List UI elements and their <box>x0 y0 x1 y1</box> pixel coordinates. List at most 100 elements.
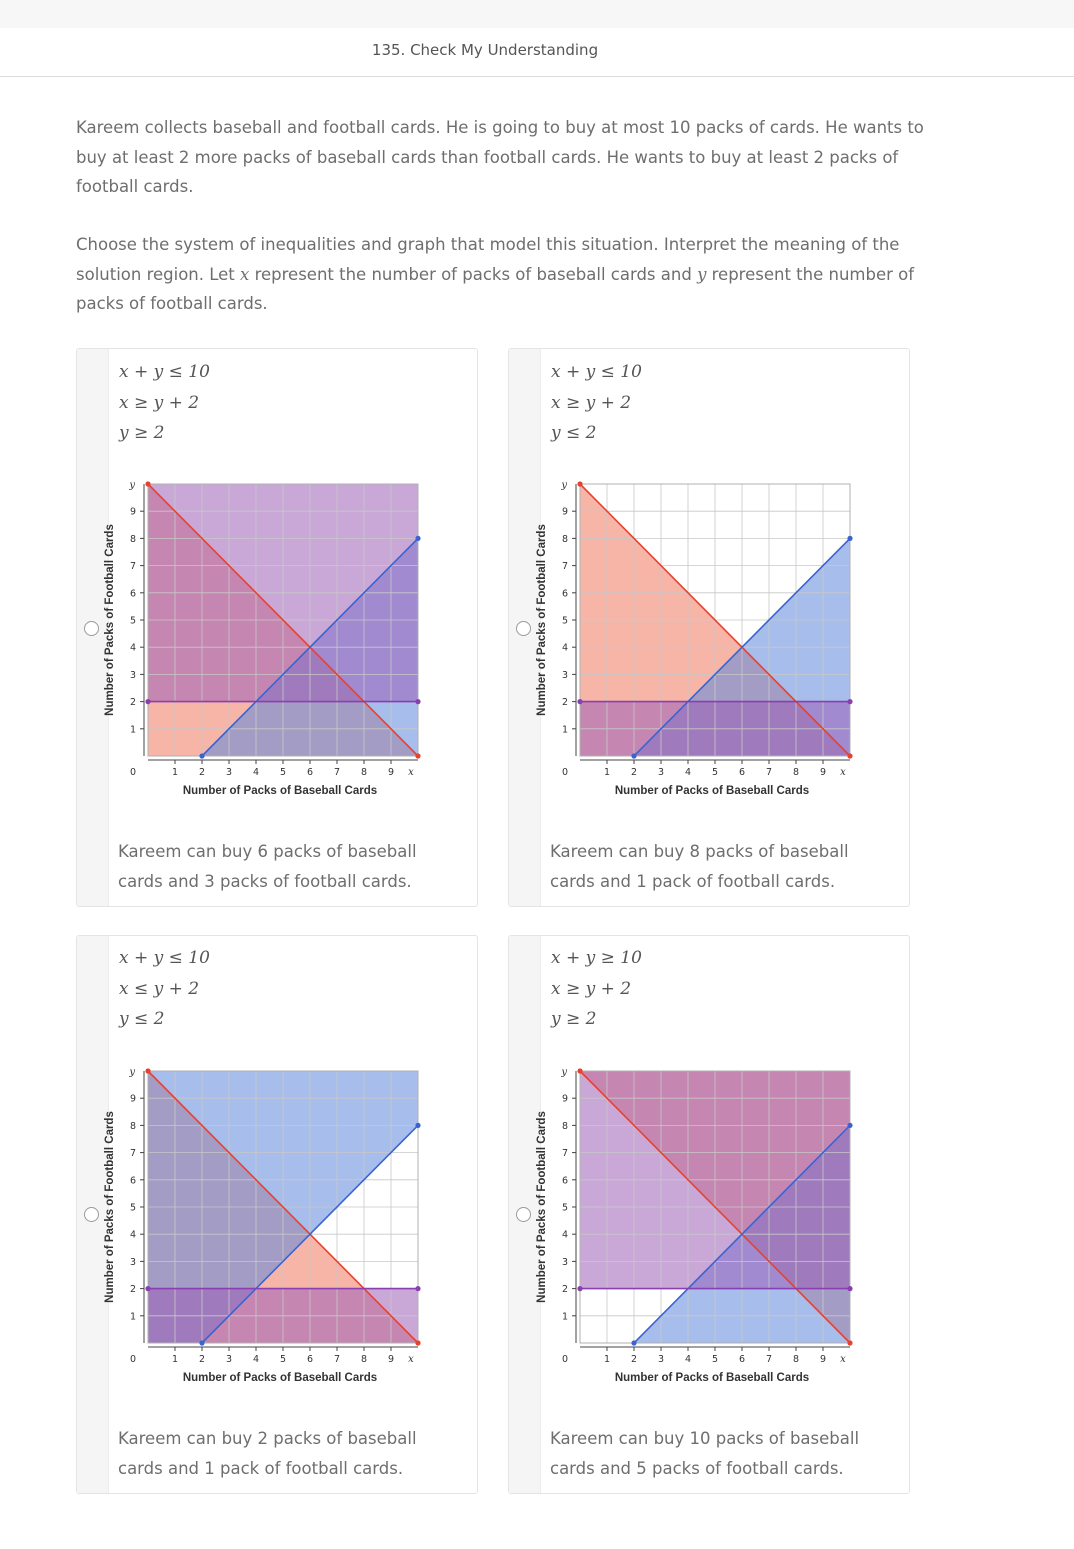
y-tick-label: 2 <box>562 1284 568 1295</box>
y-axis-title: Number of Packs of Football Cards <box>104 1111 116 1303</box>
region-graph: 1 2 3 4 5 6 7 8 9 y 1 2 3 4 5 6 7 8 9 x 0 Number of Packs of … <box>521 1062 866 1388</box>
option-b-radio[interactable] <box>516 621 531 636</box>
inequality-1: x + y ≥ 10 <box>551 948 642 968</box>
y-tick-label: 1 <box>562 724 568 735</box>
line-endpoint <box>415 1286 421 1292</box>
y-tick-label: 6 <box>130 1175 136 1186</box>
x-tick-label: 2 <box>199 767 205 778</box>
interpretation-text: Kareem can buy 2 packs of baseball cards… <box>118 1429 417 1478</box>
y-tick-label: 9 <box>562 1094 568 1105</box>
question-text: Kareem collects baseball and football ca… <box>76 118 924 196</box>
x-tick-label: 5 <box>712 1354 718 1365</box>
inequality-2: x ≥ y + 2 <box>551 978 632 999</box>
x-tick-label: 4 <box>685 767 691 778</box>
x-tick-label: 8 <box>361 1354 367 1365</box>
option-c-radio[interactable] <box>84 1207 99 1222</box>
line-endpoint <box>847 535 853 541</box>
answer-option-b[interactable]: x + y ≤ 10 x ≥ y + 2 y ≤ 2 1 2 3 4 5 6 7 8 9 y 1 2 3… <box>508 348 910 907</box>
inequality-system: x + y ≤ 10 x ≥ y + 2 y ≥ 2 <box>119 357 210 449</box>
x-tick-label: 9 <box>388 1354 394 1365</box>
line-endpoint <box>577 1068 583 1074</box>
boundary-line-blue <box>201 537 419 757</box>
instructions-part-3: represent the number of packs of footbal… <box>76 264 915 314</box>
line-endpoint <box>847 1122 853 1128</box>
y-tick-label: 5 <box>130 616 136 627</box>
x-tick-label: 9 <box>388 767 394 778</box>
inequality-3: y ≤ 2 <box>551 423 597 443</box>
x-tick-label: 3 <box>658 767 664 778</box>
var-y: y <box>697 264 707 284</box>
x-axis-title: Number of Packs of Baseball Cards <box>183 1372 377 1384</box>
y-axis-title: Number of Packs of Football Cards <box>536 524 548 716</box>
boundary-line-red <box>147 1070 419 1344</box>
x-tick-label: 6 <box>307 1354 313 1365</box>
x-axis-title: Number of Packs of Baseball Cards <box>183 785 377 797</box>
y-tick-label: 3 <box>562 670 568 681</box>
y-tick-label: 6 <box>562 1175 568 1186</box>
y-tick-label: 6 <box>562 588 568 599</box>
y-tick-label: 9 <box>562 507 568 518</box>
inequality-3: y ≤ 2 <box>119 1009 165 1029</box>
x-tick-label: 7 <box>766 767 772 778</box>
y-axis-variable: y <box>128 1067 135 1078</box>
y-tick-label: 8 <box>562 1121 568 1132</box>
x-axis-title: Number of Packs of Baseball Cards <box>615 1372 809 1384</box>
y-tick-label: 7 <box>130 561 136 572</box>
line-endpoint <box>577 1286 583 1292</box>
instructions-part-2: represent the number of packs of basebal… <box>249 264 698 284</box>
region-graph: 1 2 3 4 5 6 7 8 9 y 1 2 3 4 5 6 7 8 9 x 0 Number of Packs of … <box>89 1062 434 1388</box>
origin-label: 0 <box>130 767 136 778</box>
origin-label: 0 <box>562 767 568 778</box>
line-endpoint <box>577 481 583 487</box>
x-tick-label: 4 <box>253 767 259 778</box>
origin-label: 0 <box>562 1354 568 1365</box>
inequality-system: x + y ≤ 10 x ≥ y + 2 y ≤ 2 <box>551 357 642 449</box>
x-tick-label: 6 <box>739 767 745 778</box>
inequality-system: x + y ≥ 10 x ≥ y + 2 y ≥ 2 <box>551 943 642 1035</box>
y-tick-label: 8 <box>130 534 136 545</box>
x-tick-label: 8 <box>793 1354 799 1365</box>
y-tick-label: 3 <box>562 1257 568 1268</box>
line-endpoint <box>145 1068 151 1074</box>
inequality-2: x ≤ y + 2 <box>119 978 200 999</box>
x-tick-label: 4 <box>253 1354 259 1365</box>
x-tick-label: 9 <box>820 1354 826 1365</box>
interpretation-text: Kareem can buy 6 packs of baseball cards… <box>118 842 417 891</box>
y-tick-label: 4 <box>130 643 136 654</box>
option-d-radio[interactable] <box>516 1207 531 1222</box>
line-endpoint <box>631 753 637 759</box>
y-axis-variable: y <box>560 480 567 491</box>
plot-border <box>147 483 419 757</box>
x-tick-label: 6 <box>307 767 313 778</box>
answer-option-a[interactable]: x + y ≤ 10 x ≥ y + 2 y ≥ 2 1 2 3 4 5 6 7 8 9 y 1 2 3… <box>76 348 478 907</box>
option-a-radio[interactable] <box>84 621 99 636</box>
line-endpoint <box>199 1340 205 1346</box>
x-tick-label: 5 <box>280 1354 286 1365</box>
y-tick-label: 4 <box>130 1230 136 1241</box>
x-axis-variable: x <box>408 767 414 778</box>
var-x: x <box>240 264 250 284</box>
x-tick-label: 1 <box>172 767 178 778</box>
answer-option-c[interactable]: x + y ≤ 10 x ≤ y + 2 y ≤ 2 1 2 3 4 5 6 7 8 9 y 1 2 3… <box>76 935 478 1494</box>
x-tick-label: 6 <box>739 1354 745 1365</box>
y-tick-label: 2 <box>562 697 568 708</box>
boundary-line-red <box>147 483 419 757</box>
line-endpoint <box>631 1340 637 1346</box>
y-axis-title: Number of Packs of Football Cards <box>104 524 116 716</box>
answer-option-d[interactable]: x + y ≥ 10 x ≥ y + 2 y ≥ 2 1 2 3 4 5 6 7 8 9 y 1 2 3… <box>508 935 910 1494</box>
y-axis-title: Number of Packs of Football Cards <box>536 1111 548 1303</box>
graph-svg: 1 2 3 4 5 6 7 8 9 y 1 2 3 4 5 6 7 8 9 x 0 Number of Packs of … <box>536 480 853 797</box>
plot-border <box>579 1070 851 1344</box>
top-band <box>0 0 1074 28</box>
inequality-2: x ≥ y + 2 <box>119 392 200 413</box>
x-tick-label: 8 <box>361 767 367 778</box>
y-tick-label: 6 <box>130 588 136 599</box>
interpretation-text: Kareem can buy 10 packs of baseball card… <box>550 1429 860 1478</box>
boundary-line-blue <box>633 537 851 757</box>
graph-svg: 1 2 3 4 5 6 7 8 9 y 1 2 3 4 5 6 7 8 9 x 0 Number of Packs of … <box>104 480 421 797</box>
y-tick-label: 5 <box>562 616 568 627</box>
y-tick-label: 2 <box>130 697 136 708</box>
boundary-line-red <box>579 483 851 757</box>
x-tick-label: 4 <box>685 1354 691 1365</box>
line-endpoint <box>199 753 205 759</box>
